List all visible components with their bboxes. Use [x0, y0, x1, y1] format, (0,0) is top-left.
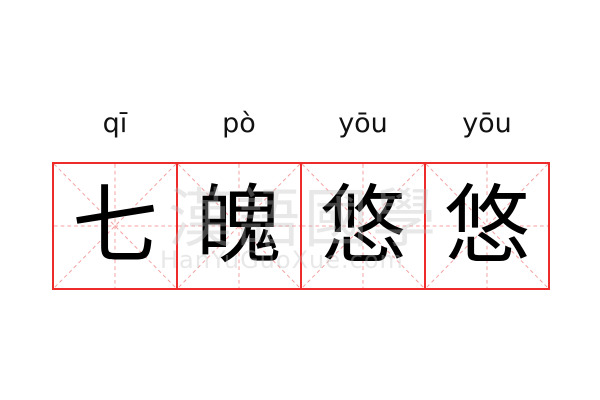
character-cell: 悠: [424, 162, 550, 290]
pinyin-label: pò: [222, 108, 256, 139]
hanzi-character: 魄: [196, 176, 282, 276]
character-cell: 七: [52, 162, 178, 290]
character-cell: 魄: [176, 162, 302, 290]
pinyin-label: yōu: [462, 108, 512, 139]
grid-guides: [302, 164, 424, 288]
grid-guides: [426, 164, 548, 288]
character-cell: 悠: [300, 162, 426, 290]
pinyin-label: qī: [102, 108, 128, 139]
pinyin-label: yōu: [338, 108, 388, 139]
hanzi-character: 悠: [444, 176, 530, 276]
grid-guides: [54, 164, 176, 288]
hanzi-character: 悠: [320, 176, 406, 276]
hanzi-character: 七: [72, 176, 158, 276]
grid-guides: [178, 164, 300, 288]
